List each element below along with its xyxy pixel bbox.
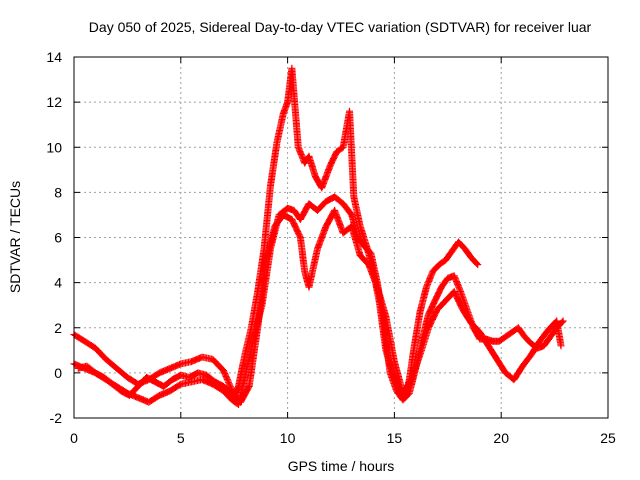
y-tick-label: 12	[46, 94, 62, 110]
chart-title: Day 050 of 2025, Sidereal Day-to-day VTE…	[89, 19, 592, 35]
plus-markers	[74, 206, 565, 406]
x-tick-label: 5	[177, 430, 185, 446]
x-tick-label: 15	[387, 430, 403, 446]
y-axis-title: SDTVAR / TECUs	[7, 181, 23, 293]
y-tick-label: -2	[50, 410, 63, 426]
y-tick-label: 4	[54, 275, 62, 291]
y-tick-label: 14	[46, 49, 62, 65]
plus-markers	[70, 193, 567, 408]
series-track-c	[74, 206, 565, 406]
series-track-b	[70, 193, 567, 408]
data-marks	[70, 64, 567, 408]
y-tick-label: 0	[54, 365, 62, 381]
y-tick-label: 10	[46, 139, 62, 155]
x-tick-label: 10	[280, 430, 296, 446]
x-tick-label: 0	[70, 430, 78, 446]
y-tick-label: 8	[54, 184, 62, 200]
x-tick-label: 20	[493, 430, 509, 446]
y-tick-label: 6	[54, 230, 62, 246]
axis-ticks: 0 5 10 15 20 25 -2 0 2 4 6 8 10 12 14	[46, 49, 616, 446]
y-tick-label: 2	[54, 320, 62, 336]
x-axis-title: GPS time / hours	[288, 458, 395, 474]
x-tick-label: 25	[600, 430, 616, 446]
